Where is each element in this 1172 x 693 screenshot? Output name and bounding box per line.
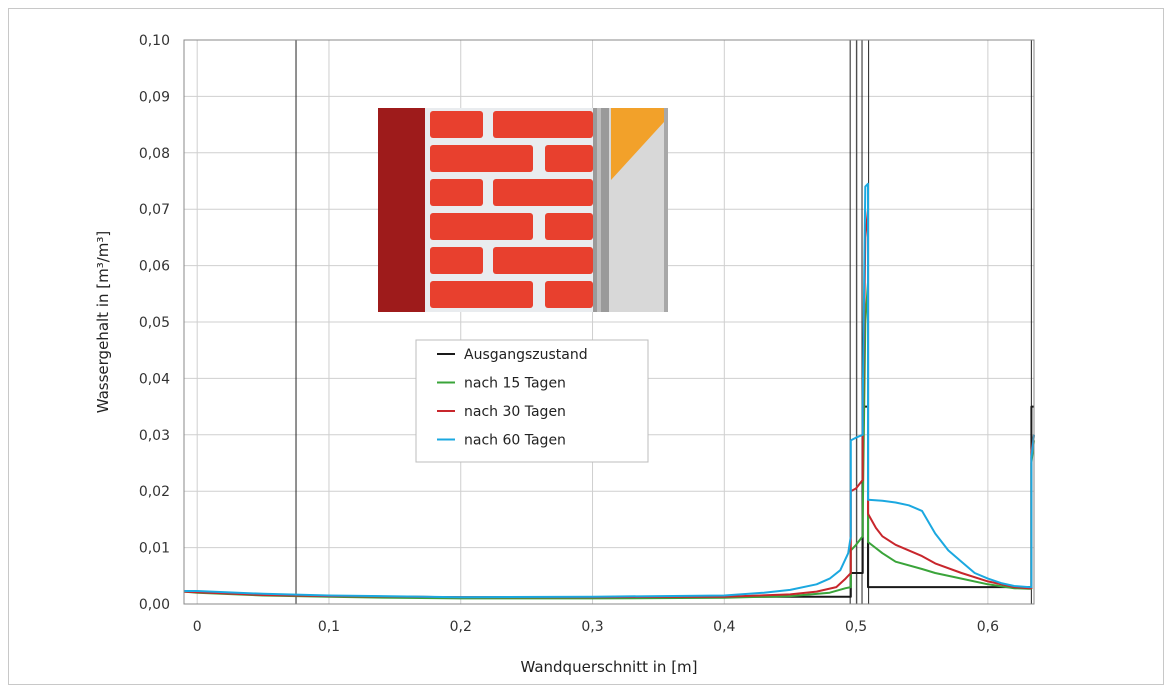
legend-label: nach 30 Tagen (464, 404, 566, 420)
brick (378, 213, 425, 240)
brick (545, 213, 593, 240)
plaster-highlight (597, 108, 601, 312)
y-tick-label: 0,00 (139, 597, 170, 613)
y-tick-label: 0,08 (139, 146, 170, 162)
y-tick-labels: 0,00 0,01 0,02 0,03 0,04 0,05 0,06 0,07 0,08 0,09… (139, 33, 170, 613)
y-tick-label: 0,03 (139, 428, 170, 444)
series-line-nach-60-tagen (184, 182, 1035, 599)
brick (378, 145, 425, 172)
brick (430, 111, 483, 138)
legend-item-ausgangszustand: Ausgangszustand (437, 347, 588, 363)
edge-line (664, 108, 668, 312)
brick (545, 281, 593, 308)
brick (430, 145, 533, 172)
x-tick-labels: 0 0,1 0,2 0,3 0,4 0,5 0,6 (193, 619, 999, 635)
brick (378, 111, 425, 138)
brick (378, 281, 425, 308)
y-tick-label: 0,10 (139, 33, 170, 49)
legend-box (415, 339, 649, 463)
y-tick-label: 0,01 (139, 541, 170, 557)
insulation-corner (611, 108, 664, 180)
brick (430, 179, 483, 206)
y-tick-label: 0,04 (139, 371, 170, 387)
x-tick-label: 0,1 (318, 619, 340, 635)
y-axis-title: Wassergehalt in [m³/m³] (94, 231, 112, 414)
brick (430, 247, 483, 274)
series-lines (183, 182, 1035, 600)
legend: Ausgangszustand nach 15 Tagen nach 30 Ta… (415, 339, 649, 463)
brick (545, 145, 593, 172)
x-tick-label: 0,6 (977, 619, 999, 635)
x-tick-label: 0,2 (450, 619, 472, 635)
y-tick-label: 0,09 (139, 89, 170, 105)
x-tick-label: 0 (193, 619, 202, 635)
legend-item-nach-15-tagen: nach 15 Tagen (437, 376, 566, 392)
series-line-nach-15-tagen (183, 281, 1035, 600)
legend-label: Ausgangszustand (464, 347, 588, 363)
plot-area-border (183, 39, 1035, 605)
brick-wall-cross-section-icon (378, 108, 668, 312)
y-tick-label: 0,06 (139, 259, 170, 275)
brick (493, 247, 593, 274)
brick (378, 179, 425, 206)
x-tick-label: 0,5 (845, 619, 867, 635)
legend-item-nach-30-tagen: nach 30 Tagen (437, 404, 566, 420)
x-axis-title: Wandquerschnitt in [m] (520, 658, 697, 676)
brick (430, 213, 533, 240)
y-tick-label: 0,02 (139, 484, 170, 500)
brick (430, 281, 533, 308)
legend-label: nach 15 Tagen (464, 376, 566, 392)
y-tick-label: 0,05 (139, 315, 170, 331)
brick (493, 111, 593, 138)
x-tick-label: 0,3 (581, 619, 603, 635)
brick (493, 179, 593, 206)
dark-brick-column (378, 108, 425, 312)
y-tick-label: 0,07 (139, 202, 170, 218)
x-tick-label: 0,4 (713, 619, 735, 635)
brick (378, 247, 425, 274)
legend-label: nach 60 Tagen (464, 433, 566, 449)
legend-item-nach-60-tagen: nach 60 Tagen (437, 433, 566, 449)
